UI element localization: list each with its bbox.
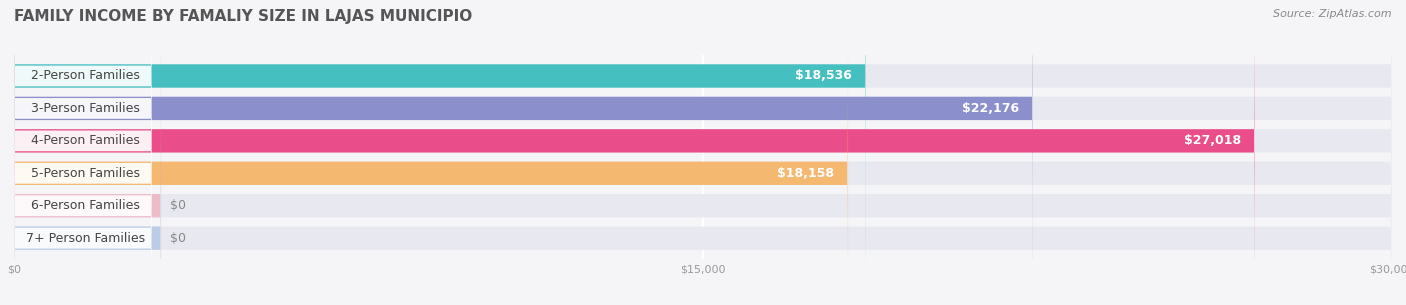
FancyBboxPatch shape — [14, 0, 152, 305]
FancyBboxPatch shape — [14, 0, 1392, 305]
FancyBboxPatch shape — [14, 0, 152, 305]
FancyBboxPatch shape — [14, 0, 152, 305]
Text: 5-Person Families: 5-Person Families — [31, 167, 141, 180]
FancyBboxPatch shape — [14, 0, 1032, 305]
FancyBboxPatch shape — [14, 0, 1392, 305]
FancyBboxPatch shape — [14, 0, 152, 305]
Text: $0: $0 — [170, 199, 186, 212]
Text: 3-Person Families: 3-Person Families — [31, 102, 141, 115]
FancyBboxPatch shape — [14, 0, 1392, 305]
Text: $18,536: $18,536 — [794, 70, 852, 82]
FancyBboxPatch shape — [14, 0, 162, 305]
Text: Source: ZipAtlas.com: Source: ZipAtlas.com — [1274, 9, 1392, 19]
FancyBboxPatch shape — [14, 0, 152, 305]
Text: 7+ Person Families: 7+ Person Families — [27, 232, 145, 245]
Text: $18,158: $18,158 — [778, 167, 834, 180]
FancyBboxPatch shape — [14, 0, 1392, 305]
FancyBboxPatch shape — [14, 0, 1256, 305]
FancyBboxPatch shape — [14, 0, 866, 305]
FancyBboxPatch shape — [14, 0, 1392, 305]
Text: $22,176: $22,176 — [962, 102, 1019, 115]
FancyBboxPatch shape — [14, 0, 162, 305]
Text: FAMILY INCOME BY FAMALIY SIZE IN LAJAS MUNICIPIO: FAMILY INCOME BY FAMALIY SIZE IN LAJAS M… — [14, 9, 472, 24]
Text: $27,018: $27,018 — [1184, 135, 1241, 147]
FancyBboxPatch shape — [14, 0, 848, 305]
FancyBboxPatch shape — [14, 0, 1392, 305]
Text: 4-Person Families: 4-Person Families — [31, 135, 141, 147]
FancyBboxPatch shape — [14, 0, 152, 305]
Text: $0: $0 — [170, 232, 186, 245]
Text: 6-Person Families: 6-Person Families — [31, 199, 141, 212]
Text: 2-Person Families: 2-Person Families — [31, 70, 141, 82]
